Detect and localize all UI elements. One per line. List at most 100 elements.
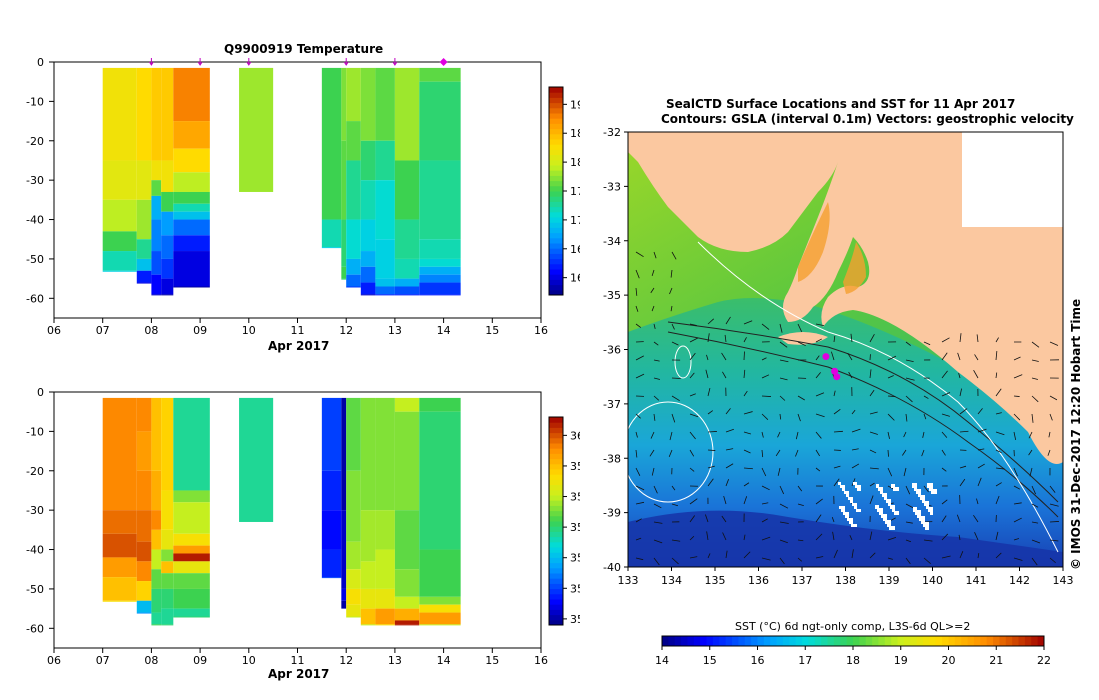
velocity-vector (1013, 538, 1020, 541)
temperature-profile-2-cell-0 (151, 67, 162, 161)
velocity-vector (1028, 431, 1033, 439)
velocity-vector (761, 357, 767, 361)
map-y-tick-label: -39 (603, 507, 621, 520)
map-x-tick-label: 134 (661, 574, 682, 587)
temperature-profile-4-cell-2 (173, 148, 210, 173)
velocity-vector (653, 359, 660, 362)
salinity-profile-8-cell-0 (346, 397, 361, 471)
velocity-vector (650, 287, 655, 294)
velocity-vector (671, 557, 679, 565)
salinity-profile-11-cell-3 (394, 569, 420, 597)
temperature-colorbar-tick-label: 19 (570, 98, 580, 111)
temperature-colorbar-swatch (549, 118, 563, 124)
cloud-mask (891, 484, 895, 488)
sst-colorbar-swatch (725, 636, 733, 646)
temperature-profile-9-cell-0 (360, 67, 376, 141)
velocity-vector (797, 557, 803, 562)
salinity-profile-6-cell-4 (321, 577, 342, 579)
temperature-profile-8-cell-2 (346, 160, 361, 220)
sst-colorbar-swatch (744, 636, 752, 646)
cloud-mask (853, 482, 857, 485)
velocity-vector (923, 395, 929, 399)
sst-colorbar-swatch (878, 636, 886, 646)
velocity-vector (833, 465, 841, 469)
velocity-vector (1013, 485, 1021, 490)
cloud-mask (841, 509, 845, 512)
cloud-mask (847, 518, 853, 521)
velocity-vector (689, 515, 695, 523)
temperature-profile-2-cell-5 (151, 251, 162, 275)
velocity-vector (761, 557, 771, 561)
salinity-profile-8-cell-3 (346, 569, 361, 589)
cloud-mask (923, 522, 929, 527)
velocity-vector (761, 413, 769, 420)
temperature-profile-10-cell-0 (375, 67, 395, 141)
salinity-profile-2-cell-7 (151, 612, 162, 625)
temperature-profile-4-cell-4 (173, 191, 210, 204)
temperature-profile-marker (148, 58, 154, 66)
sst-colorbar-tick-label: 16 (751, 654, 765, 667)
salinity-profile-4-cell-0 (173, 397, 210, 491)
temperature-profile-3-cell-6 (161, 278, 174, 295)
velocity-vector (851, 448, 859, 451)
salinity-colorbar-swatch (549, 578, 563, 584)
temperature-profile-3-cell-4 (161, 235, 174, 259)
velocity-vector (721, 515, 727, 523)
velocity-vector (706, 354, 709, 361)
temperature-y-tick-label: -10 (26, 95, 44, 108)
velocity-vector (995, 372, 998, 379)
temperature-y-tick-label: 0 (37, 56, 44, 69)
cloud-mask (914, 486, 917, 491)
temperature-profile-6-cell-2 (321, 247, 342, 249)
salinity-profile-0-cell-5 (102, 600, 137, 602)
salinity-colorbar-swatch (549, 453, 563, 460)
velocity-vector (653, 485, 658, 494)
velocity-vector (959, 388, 963, 397)
velocity-vector (795, 449, 799, 457)
velocity-vector (635, 305, 639, 312)
velocity-vector (1031, 521, 1039, 524)
velocity-vector (779, 341, 788, 348)
velocity-vector (671, 395, 680, 402)
temperature-profile-4-cell-5 (173, 203, 210, 212)
temperature-colorbar-swatch (549, 289, 563, 296)
salinity-profile-1-cell-8 (136, 612, 152, 614)
velocity-vector (977, 448, 985, 451)
velocity-vector (707, 449, 716, 451)
salinity-y-tick-label: -20 (26, 465, 44, 478)
velocity-vector (869, 449, 877, 454)
velocity-vector (761, 431, 764, 438)
velocity-vector (1049, 521, 1059, 523)
velocity-vector (851, 428, 861, 433)
temperature-profile-2-cell-3 (151, 195, 162, 220)
sst-colorbar-swatch (967, 636, 975, 646)
velocity-vector (847, 352, 853, 361)
salinity-colorbar-swatch (549, 422, 563, 428)
temperature-profile-3-cell-2 (161, 191, 174, 212)
sst-colorbar-swatch (751, 636, 758, 646)
velocity-vector (941, 533, 949, 541)
velocity-vector (905, 341, 911, 346)
velocity-vector (973, 514, 979, 523)
salinity-profile-1-cell-4 (136, 541, 152, 562)
temperature-profile-9-cell-1 (360, 140, 376, 181)
velocity-vector (761, 449, 764, 458)
temperature-profile-1-cell-1 (136, 160, 152, 200)
velocity-vector (977, 428, 987, 433)
velocity-vector (905, 359, 914, 363)
salinity-profile-7-cell-0 (341, 397, 347, 511)
velocity-vector (1013, 356, 1021, 361)
velocity-vector (869, 495, 874, 505)
salinity-colorbar-tick-label: 36 (570, 429, 580, 442)
salinity-colorbar-swatch (549, 536, 563, 543)
temperature-profile-marker (392, 58, 398, 66)
salinity-profile-8-cell-5 (346, 604, 361, 617)
cloud-mask (854, 506, 857, 509)
sst-colorbar-swatch (993, 636, 1000, 646)
temperature-profile-5-cell-0 (239, 67, 274, 192)
sst-colorbar-tick-label: 22 (1037, 654, 1051, 667)
salinity-profile-6-cell-0 (321, 397, 342, 471)
sst-colorbar-tick-label: 19 (894, 654, 908, 667)
salinity-profile-9-cell-2 (360, 561, 376, 589)
salinity-profile-3-cell-6 (161, 588, 174, 609)
